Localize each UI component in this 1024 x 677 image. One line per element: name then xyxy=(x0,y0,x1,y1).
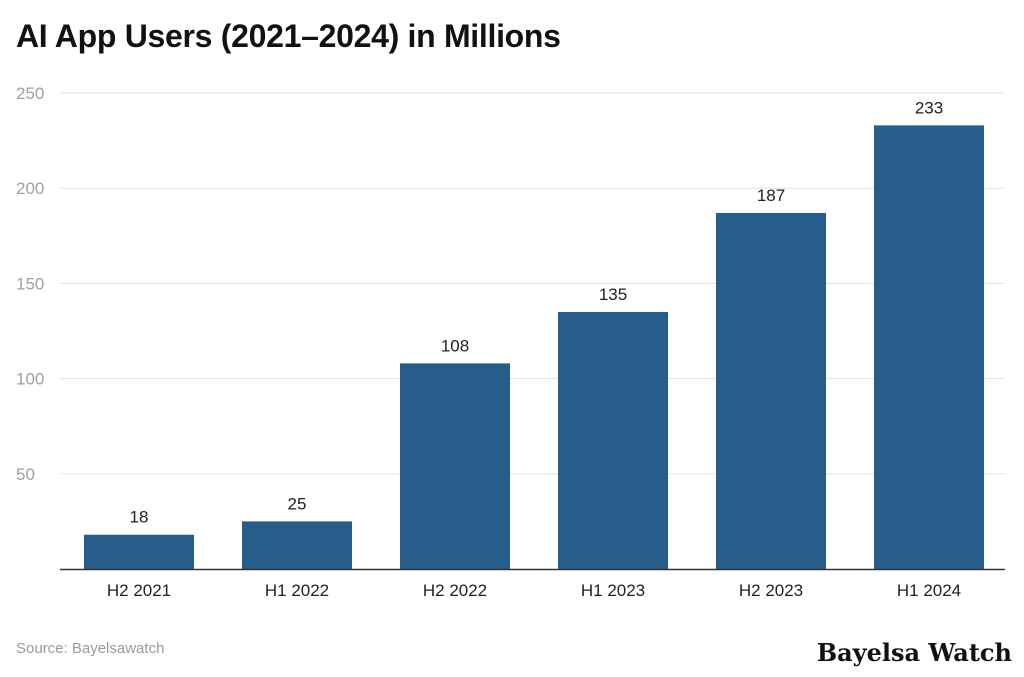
chart-title: AI App Users (2021–2024) in Millions xyxy=(16,18,561,54)
data-label: 18 xyxy=(130,508,149,527)
y-tick-label: 100 xyxy=(16,370,44,389)
y-tick-label: 150 xyxy=(16,274,44,293)
data-label: 135 xyxy=(599,285,627,304)
y-tick-label: 200 xyxy=(16,179,44,198)
bar xyxy=(874,125,984,570)
bar xyxy=(84,534,194,569)
bar xyxy=(242,521,352,569)
logo: Bayelsa Watch xyxy=(816,638,1012,667)
data-label: 25 xyxy=(288,494,307,513)
bar xyxy=(716,212,826,569)
bar xyxy=(558,311,668,569)
data-label: 233 xyxy=(915,98,943,117)
data-label: 187 xyxy=(757,186,785,205)
y-tick-label: 50 xyxy=(16,465,35,484)
bar xyxy=(400,363,510,569)
x-tick-label: H1 2023 xyxy=(581,581,645,600)
data-label: 108 xyxy=(441,336,469,355)
x-tick-label: H1 2022 xyxy=(265,581,329,600)
y-tick-label: 250 xyxy=(16,84,44,103)
source-note: Source: Bayelsawatch xyxy=(16,640,165,657)
x-tick-label: H1 2024 xyxy=(897,581,961,600)
x-tick-label: H2 2021 xyxy=(107,581,171,600)
x-tick-label: H2 2022 xyxy=(423,581,487,600)
x-tick-label: H2 2023 xyxy=(739,581,803,600)
